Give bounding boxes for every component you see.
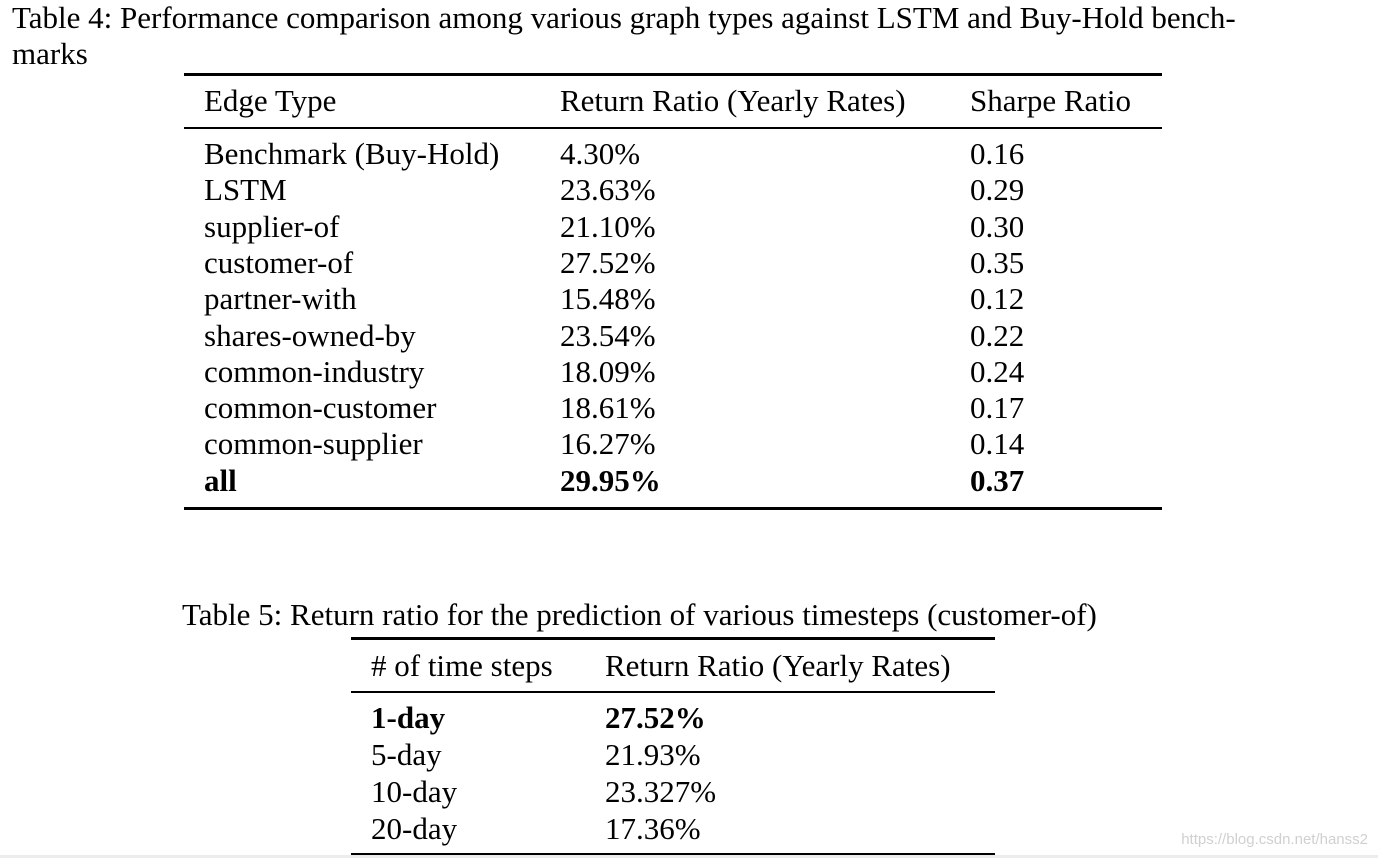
table4-cell-return-ratio: 23.63% <box>560 172 656 208</box>
table4-top-rule <box>184 73 1162 76</box>
table5-header-time-steps: # of time steps <box>371 648 553 683</box>
table4-cell-edge-type: supplier-of <box>204 208 340 244</box>
table4-cell-edge-type: customer-of <box>204 244 354 280</box>
table4-cell-edge-type: partner-with <box>204 281 357 317</box>
table4-cell-sharpe-ratio: 0.37 <box>970 462 1025 498</box>
table4-bottom-rule <box>184 507 1162 510</box>
table5-cell-return-ratio: 23.327% <box>605 774 717 809</box>
table4-cell-sharpe-ratio: 0.24 <box>970 353 1025 389</box>
table4-cell-edge-type: all <box>204 462 237 498</box>
table4-cell-return-ratio: 15.48% <box>560 281 656 317</box>
table5-cell-time-steps: 10-day <box>371 774 458 809</box>
table4-cell-return-ratio: 4.30% <box>560 136 641 171</box>
table5-top-rule <box>351 637 995 640</box>
table5-cell-return-ratio: 17.36% <box>605 811 701 846</box>
table5-cell-time-steps: 1-day <box>371 700 446 735</box>
bottom-bar <box>0 855 1378 858</box>
table4-cell-edge-type: LSTM <box>204 172 287 208</box>
table4-cell-sharpe-ratio: 0.12 <box>970 281 1025 317</box>
table4-header-return-ratio: Return Ratio (Yearly Rates) <box>560 83 906 118</box>
table4-cell-edge-type: common-industry <box>204 353 425 389</box>
table4-cell-edge-type: shares-owned-by <box>204 317 416 353</box>
table4-cell-return-ratio: 18.09% <box>560 353 656 389</box>
table4-cell-return-ratio: 21.10% <box>560 208 656 244</box>
table4-header-rule <box>184 127 1162 129</box>
table4-cell-return-ratio: 27.52% <box>560 244 656 280</box>
watermark: https://blog.csdn.net/hanss2 <box>1181 831 1368 848</box>
table4-cell-sharpe-ratio: 0.14 <box>970 426 1025 462</box>
table5-header-rule <box>351 691 995 693</box>
table4-cell-edge-type: common-supplier <box>204 426 423 462</box>
table4-cell-sharpe-ratio: 0.35 <box>970 244 1025 280</box>
table4-cell-sharpe-ratio: 0.29 <box>970 172 1025 208</box>
table4-cell-sharpe-ratio: 0.22 <box>970 317 1025 353</box>
table5-cell-return-ratio: 27.52% <box>605 700 706 735</box>
table5-bottom-rule <box>351 853 995 856</box>
table4-cell-sharpe-ratio: 0.30 <box>970 208 1025 244</box>
table4-cell-return-ratio: 29.95% <box>560 462 661 498</box>
table4-cell-edge-type: Benchmark (Buy-Hold) <box>204 136 500 171</box>
table4-header-sharpe-ratio: Sharpe Ratio <box>970 83 1131 118</box>
table4-header-edge-type: Edge Type <box>204 83 337 118</box>
table5-cell-time-steps: 20-day <box>371 811 458 846</box>
table5-cell-time-steps: 5-day <box>371 737 442 772</box>
table5-cell-return-ratio: 21.93% <box>605 737 701 772</box>
table4-cell-sharpe-ratio: 0.17 <box>970 390 1025 426</box>
table4-cell-edge-type: common-customer <box>204 390 437 426</box>
table4-cell-return-ratio: 18.61% <box>560 390 656 426</box>
table4-caption: Table 4: Performance comparison among va… <box>12 0 1352 72</box>
table4-caption-line2: marks <box>12 36 88 71</box>
table5-caption: Table 5: Return ratio for the prediction… <box>182 597 1097 632</box>
table4-cell-return-ratio: 16.27% <box>560 426 656 462</box>
table4-cell-sharpe-ratio: 0.16 <box>970 136 1025 171</box>
table5-header-return-ratio: Return Ratio (Yearly Rates) <box>605 648 951 683</box>
table4-caption-line1: Table 4: Performance comparison among va… <box>12 0 1236 35</box>
table4-cell-return-ratio: 23.54% <box>560 317 656 353</box>
